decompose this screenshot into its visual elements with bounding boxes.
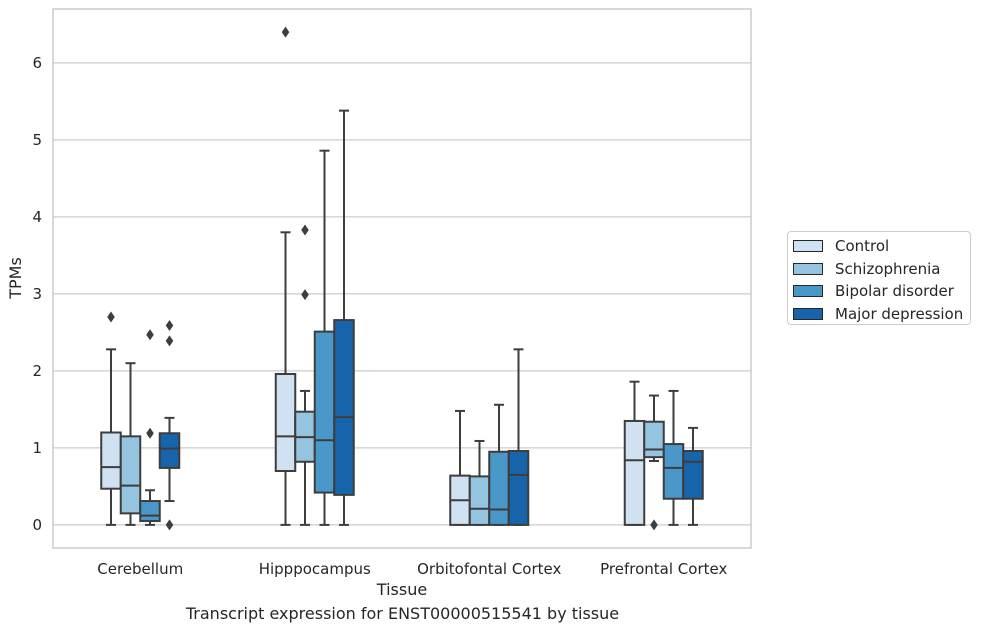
y-tick-label: 1 <box>32 439 42 457</box>
legend-label: Bipolar disorder <box>835 282 954 300</box>
box-group <box>682 426 704 526</box>
box-group <box>662 389 685 526</box>
outlier-point <box>165 319 174 331</box>
x-tick-label: Hipppocampus <box>259 560 371 578</box>
outlier-point <box>165 519 174 531</box>
box-iqr <box>623 419 646 526</box>
legend-item: Control <box>793 235 889 257</box>
box-group <box>294 224 316 526</box>
x-tick-label: Orbitofontal Cortex <box>417 560 561 578</box>
box-group <box>313 149 336 526</box>
box-group <box>333 109 355 526</box>
plot-area <box>52 8 752 549</box>
box-iqr <box>333 319 355 496</box>
box-iqr <box>100 431 122 490</box>
box-group <box>100 311 122 526</box>
outlier-point <box>301 224 309 236</box>
box-series <box>100 26 704 531</box>
y-tick-label: 6 <box>32 54 42 72</box>
y-tick-label: 0 <box>32 516 42 534</box>
legend-swatch <box>793 262 823 275</box>
box-group <box>623 380 646 526</box>
chart-caption: Transcript expression for ENST0000051554… <box>185 604 620 623</box>
box-iqr <box>139 500 161 523</box>
box-iqr <box>119 435 142 515</box>
outlier-point <box>107 311 115 323</box>
outlier-point <box>146 329 154 341</box>
legend: Control Schizophrenia Bipolar disorder Majo… <box>787 231 971 325</box>
box-group <box>507 348 530 526</box>
box-group <box>139 329 161 526</box>
y-axis-title: TPMs <box>6 257 25 300</box>
outlier-point <box>301 289 309 301</box>
x-tick-label: Prefrontal Cortex <box>600 560 727 578</box>
outlier-point <box>281 26 290 38</box>
y-axis-ticks: 0 1 2 3 4 5 6 <box>32 54 42 534</box>
box-iqr <box>274 372 297 473</box>
box-iqr <box>643 420 665 459</box>
x-axis-ticks: Cerebellum Hipppocampus Orbitofontal Corte… <box>97 560 727 578</box>
legend-label: Schizophrenia <box>835 259 941 278</box>
legend-item: Bipolar disorder <box>793 280 954 302</box>
legend-label: Control <box>835 237 890 255</box>
box-iqr <box>507 449 530 526</box>
box-group <box>643 394 665 531</box>
box-iqr <box>662 443 685 500</box>
box-iqr <box>313 330 336 494</box>
y-tick-label: 2 <box>32 362 42 380</box>
legend-item: Schizophrenia <box>793 258 940 280</box>
x-tick-label: Cerebellum <box>97 560 183 578</box>
legend-item: Major depression <box>793 303 963 325</box>
box-iqr <box>488 450 510 526</box>
legend-swatch <box>793 240 823 252</box>
legend-swatch <box>793 307 823 320</box>
outlier-point <box>146 427 154 439</box>
box-iqr <box>158 432 181 469</box>
legend-label: Major depression <box>835 304 964 323</box>
y-tick-label: 4 <box>32 208 42 226</box>
legend-swatch <box>793 285 823 297</box>
box-iqr <box>682 449 704 500</box>
box-group <box>274 26 297 526</box>
outlier-point <box>165 335 174 347</box>
y-tick-label: 3 <box>32 285 42 303</box>
x-axis-title: Tissue <box>376 580 427 599</box>
box-group <box>158 319 181 531</box>
box-iqr <box>468 475 491 526</box>
box-group <box>119 362 142 526</box>
outlier-point <box>650 519 658 531</box>
y-tick-label: 5 <box>32 131 42 149</box>
